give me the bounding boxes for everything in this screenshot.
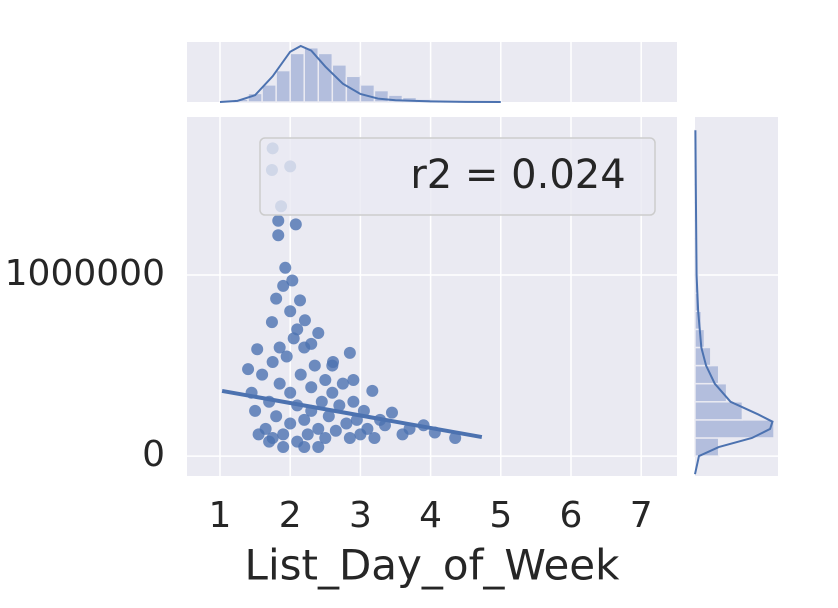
kde-line [694, 130, 774, 475]
scatter-point [242, 363, 255, 376]
scatter-point [265, 316, 278, 329]
scatter-point [305, 381, 318, 394]
scatter-point [289, 218, 302, 231]
scatter-point [280, 350, 293, 363]
scatter-point [272, 214, 285, 227]
scatter-point [270, 410, 283, 423]
scatter-point [366, 384, 379, 397]
scatter-point [286, 274, 299, 287]
x-tick-label: 6 [560, 495, 583, 536]
scatter-point [284, 417, 297, 430]
scatter-point [449, 431, 462, 444]
scatter-point [298, 314, 311, 327]
x-tick-label: 2 [279, 495, 302, 536]
histogram-bar [275, 69, 291, 103]
legend-box [259, 137, 656, 216]
scatter-point [263, 435, 276, 448]
scatter-point [301, 428, 314, 441]
scatter-point [368, 431, 381, 444]
scatter-point [249, 404, 262, 417]
annotation: r2 = 0.024 [410, 152, 625, 198]
scatter-point [291, 323, 304, 336]
scatter-point [312, 422, 325, 435]
scatter-point [284, 386, 297, 399]
scatter-point [294, 368, 307, 381]
scatter-point [326, 386, 339, 399]
scatter-point [272, 229, 285, 242]
scatter-point [347, 374, 360, 387]
scatter-point [273, 341, 286, 354]
scatter-point [312, 326, 325, 339]
scatter-point [312, 441, 325, 454]
scatter-point [252, 428, 265, 441]
histogram-bar [289, 52, 305, 103]
histogram-bar [359, 84, 376, 103]
scatter-point [347, 395, 360, 408]
scatter-point [343, 346, 356, 359]
scatter-point [396, 428, 409, 441]
scatter-point [385, 406, 398, 419]
x-axis-label: List_Day_of_Week [245, 541, 621, 590]
regression-line [221, 388, 483, 440]
scatter-point [294, 294, 307, 307]
scatter-point [284, 305, 297, 318]
scatter-point [308, 359, 321, 372]
scatter-point [333, 399, 346, 412]
scatter-point [277, 441, 290, 454]
scatter-point [319, 431, 332, 444]
histogram-bar [261, 84, 277, 103]
y-tick-label: 0 [142, 434, 165, 475]
scatter-point [315, 395, 328, 408]
kde-line [219, 44, 501, 103]
scatter-point [266, 355, 279, 368]
scatter-point [298, 441, 311, 454]
scatter-point [287, 332, 300, 345]
scatter-point [273, 377, 286, 390]
scatter-point [326, 359, 339, 372]
scatter-point [361, 422, 374, 435]
scatter-point [270, 292, 283, 305]
y-tick-label: 1000000 [5, 253, 165, 294]
scatter-point [329, 424, 342, 437]
scatter-point [277, 279, 290, 292]
x-tick-label: 1 [209, 495, 232, 536]
scatter-point [305, 337, 318, 350]
x-tick-label: 5 [489, 495, 512, 536]
scatter-point [298, 413, 311, 426]
x-tick-label: 7 [630, 495, 653, 536]
scatter-point [340, 417, 353, 430]
x-tick-label: 3 [349, 495, 372, 536]
scatter-point [256, 368, 269, 381]
histogram-bar [694, 419, 775, 439]
scatter-point [277, 428, 290, 441]
scatter-point [319, 374, 332, 387]
x-tick-label: 4 [419, 495, 442, 536]
scatter-point [279, 261, 292, 274]
scatter-point [336, 377, 349, 390]
scatter-point [251, 343, 264, 356]
scatter-point [343, 431, 356, 444]
scatter-point [322, 410, 335, 423]
